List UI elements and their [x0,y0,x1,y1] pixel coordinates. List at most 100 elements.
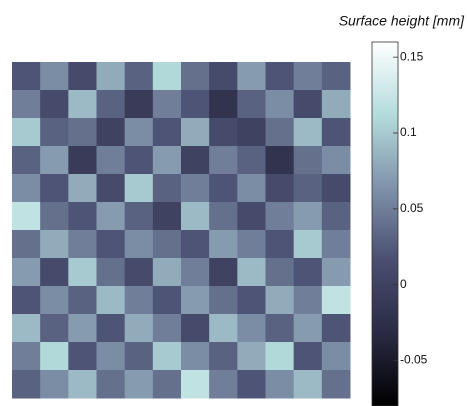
heatmap-cell [181,370,210,399]
heatmap-cell [12,258,41,287]
heatmap-cell [293,258,323,287]
heatmap-cell [293,342,323,371]
heatmap-cell [96,370,126,399]
heatmap-cell [96,146,126,175]
heatmap-cell [40,258,69,287]
heatmap-cell [68,342,97,371]
heatmap-cell [68,286,97,315]
heatmap-cell [96,286,126,315]
heatmap-cell [68,146,97,175]
heatmap-cell [12,230,41,259]
heatmap-cell [181,286,210,315]
heatmap-cell [96,90,126,119]
heatmap-cell [321,230,351,259]
heatmap-cell [237,286,266,315]
heatmap-cell [152,286,182,315]
heatmap-cell [68,62,97,91]
heatmap-cell [152,174,182,203]
heatmap-cell [12,286,41,315]
heatmap-cell [68,202,97,231]
heatmap-cell [40,90,69,119]
heatmap-cell [293,314,323,343]
colorbar-tick-label: 0.1 [400,125,417,139]
heatmap-cell [321,286,351,315]
heatmap-cell [40,314,69,343]
heatmap-cell [321,258,351,287]
heatmap-cell [293,62,323,91]
heatmap-cell [152,370,182,399]
heatmap-cell [209,370,238,399]
heatmap-cell [321,118,351,147]
heatmap-cell [265,174,295,203]
heatmap-cell [124,90,154,119]
heatmap-cell [237,118,266,147]
heatmap-cell [265,118,295,147]
heatmap-cell [237,202,266,231]
colorbar-tick-label: 0 [400,277,407,291]
heatmap-cell [209,230,238,259]
colorbar-title: Surface height [mm] [339,13,465,29]
heatmap-cell [181,202,210,231]
heatmap-cell [293,118,323,147]
heatmap-cell [209,286,238,315]
heatmap-cell [321,342,351,371]
heatmap-cell [96,62,126,91]
heatmap-cell [124,286,154,315]
heatmap-cell [68,230,97,259]
heatmap-cell [96,202,126,231]
heatmap-cell [293,174,323,203]
heatmap-cell [68,174,97,203]
heatmap-cell [96,174,126,203]
heatmap-cell [237,230,266,259]
heatmap-cell [181,146,210,175]
heatmap-cell [124,174,154,203]
heatmap-cell [124,258,154,287]
heatmap-cell [265,230,295,259]
heatmap-cell [96,118,126,147]
heatmap-cell [293,146,323,175]
heatmap-cell [124,62,154,91]
heatmap-cell [321,314,351,343]
heatmap-cell [12,146,41,175]
heatmap-cell [68,118,97,147]
heatmap-cell [124,230,154,259]
heatmap-cell [293,202,323,231]
heatmap-cell [40,286,69,315]
heatmap-cell [265,314,295,343]
heatmap-cell [40,174,69,203]
heatmap-cell [68,370,97,399]
heatmap-cell [321,90,351,119]
colorbar-tick-label: 0.15 [400,49,424,63]
heatmap-cell [12,90,41,119]
heatmap-cell [237,90,266,119]
heatmap-cell [321,146,351,175]
heatmap-cell [181,62,210,91]
heatmap-cell [181,258,210,287]
heatmap-cell [124,342,154,371]
heatmap-cell [265,342,295,371]
heatmap-cell [152,342,182,371]
heatmap-cell [293,286,323,315]
heatmap-cell [209,118,238,147]
heatmap-cell [152,258,182,287]
heatmap-cell [152,202,182,231]
colorbar-tick-label: -0.05 [400,353,428,367]
heatmap-cell [181,174,210,203]
heatmap-cell [96,230,126,259]
heatmap-cell [265,286,295,315]
heatmap-cell [40,202,69,231]
heatmap-cell [12,62,41,91]
heatmap-cell [152,118,182,147]
heatmap-cell [237,258,266,287]
heatmap-cell [68,258,97,287]
colorbar-tick-label: 0.05 [400,201,424,215]
heatmap-cell [40,146,69,175]
heatmap-cell [124,202,154,231]
heatmap-cell [40,62,69,91]
heatmap-cell [209,62,238,91]
heatmap-cell [181,314,210,343]
heatmap-cell [321,202,351,231]
heatmap-cell [124,314,154,343]
heatmap-cell [152,62,182,91]
heatmap-cell [209,258,238,287]
